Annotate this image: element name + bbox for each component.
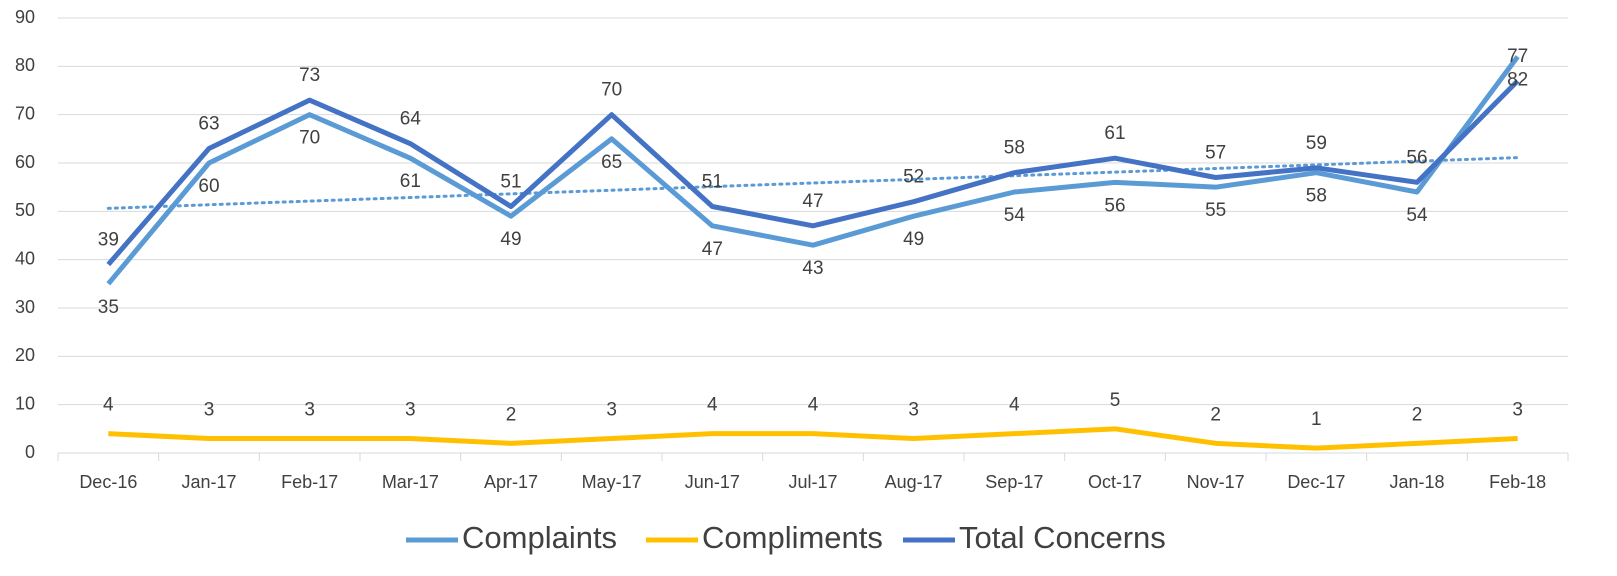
data-label: 52 [903, 167, 924, 188]
data-label: 65 [601, 152, 622, 173]
data-label: 2 [1412, 404, 1423, 425]
x-tick-label: Dec-17 [1287, 472, 1345, 492]
data-label: 60 [198, 176, 219, 197]
y-tick-label: 20 [15, 345, 35, 365]
data-label: 3 [304, 400, 315, 421]
y-tick-label: 90 [15, 7, 35, 27]
x-tick-label: Oct-17 [1088, 472, 1142, 492]
data-label: 59 [1306, 133, 1327, 154]
data-label: 54 [1004, 205, 1026, 226]
trendline [106, 156, 1520, 210]
data-label: 4 [1009, 395, 1020, 416]
legend-label: Total Concerns [959, 520, 1166, 555]
data-label: 35 [98, 297, 119, 318]
data-label: 43 [802, 258, 823, 279]
data-label: 70 [601, 80, 622, 101]
data-label: 51 [500, 172, 521, 193]
data-label: 3 [204, 400, 215, 421]
data-label: 1 [1311, 409, 1322, 430]
data-label: 51 [702, 172, 723, 193]
data-label: 73 [299, 65, 320, 86]
x-tick-label: May-17 [582, 472, 642, 492]
y-tick-label: 80 [15, 55, 35, 75]
x-tick-label: Jan-18 [1389, 472, 1444, 492]
y-tick-label: 0 [25, 442, 35, 462]
data-label: 63 [198, 114, 219, 135]
data-label: 56 [1104, 195, 1125, 216]
x-tick-label: Dec-16 [79, 472, 137, 492]
x-tick-label: Aug-17 [885, 472, 943, 492]
x-tick-label: Feb-17 [281, 472, 338, 492]
data-label: 58 [1004, 138, 1025, 159]
x-tick-label: Sep-17 [985, 472, 1043, 492]
data-label: 55 [1205, 200, 1226, 221]
data-label: 49 [903, 229, 924, 250]
data-label: 47 [802, 191, 823, 212]
x-tick-label: Jun-17 [685, 472, 740, 492]
data-label: 61 [1104, 123, 1125, 144]
x-tick-label: Nov-17 [1187, 472, 1245, 492]
data-label: 3 [606, 400, 617, 421]
legend-label: Compliments [702, 520, 883, 555]
data-label: 4 [808, 395, 819, 416]
data-label: 3 [1512, 400, 1523, 421]
data-label: 39 [98, 230, 119, 251]
data-label: 5 [1110, 390, 1121, 411]
data-label: 82 [1507, 70, 1528, 91]
y-tick-label: 60 [15, 152, 35, 172]
data-label: 70 [299, 128, 320, 149]
data-label: 3 [405, 400, 416, 421]
data-label: 49 [500, 229, 521, 250]
legend-label: Complaints [462, 520, 617, 555]
data-label: 56 [1406, 147, 1427, 168]
data-label: 61 [400, 171, 421, 192]
y-tick-label: 40 [15, 248, 35, 268]
x-tick-label: Jul-17 [788, 472, 837, 492]
data-label: 54 [1406, 205, 1428, 226]
data-label: 3 [908, 400, 919, 421]
data-label: 2 [1210, 404, 1221, 425]
data-label: 4 [707, 395, 718, 416]
y-tick-label: 50 [15, 200, 35, 220]
data-label: 2 [506, 404, 517, 425]
data-label: 57 [1205, 143, 1226, 164]
y-tick-label: 30 [15, 297, 35, 317]
series-line [108, 426, 1518, 451]
data-label: 47 [702, 239, 723, 260]
x-tick-label: Apr-17 [484, 472, 538, 492]
series-line [106, 55, 1520, 286]
data-label: 58 [1306, 186, 1327, 207]
data-label: 77 [1507, 46, 1528, 67]
series-line [106, 79, 1520, 267]
x-tick-label: Jan-17 [181, 472, 236, 492]
y-tick-label: 10 [15, 393, 35, 413]
x-tick-label: Feb-18 [1489, 472, 1546, 492]
data-label: 4 [103, 395, 114, 416]
x-tick-label: Mar-17 [382, 472, 439, 492]
data-label: 64 [400, 109, 422, 130]
y-tick-label: 70 [15, 103, 35, 123]
